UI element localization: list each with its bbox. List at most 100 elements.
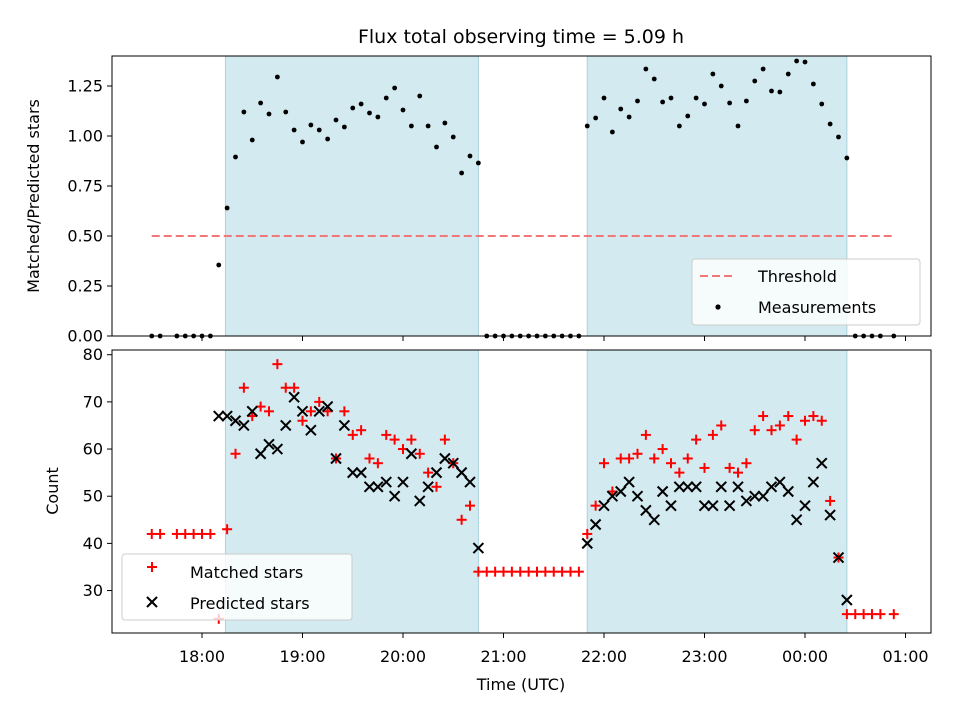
predicted-marker-b: [707, 499, 719, 512]
matched-star-point: [155, 528, 166, 539]
matched-star-point: [364, 453, 375, 464]
predicted-star-point: [774, 476, 786, 488]
measurement-point: [233, 154, 238, 160]
predicted-marker-b: [397, 476, 409, 488]
measurement-point: [844, 155, 850, 161]
predicted-marker-b: [723, 499, 736, 512]
legend-threshold-label: Threshold: [757, 267, 837, 286]
matched-star-point: [766, 425, 777, 436]
matched-star-point: [548, 566, 559, 577]
measurement-point: [710, 71, 716, 77]
predicted-marker-b: [221, 410, 233, 422]
predicted-marker-b: [347, 466, 359, 479]
matched-star-point: [481, 566, 492, 577]
measurement-point: [400, 107, 406, 113]
predicted-marker-b: [832, 551, 845, 564]
matched-star-point: [783, 411, 794, 422]
predicted-star-point: [238, 419, 250, 432]
top-x-axis-ticks: [201, 336, 906, 341]
matched-star-point: [749, 425, 760, 436]
measurement-point: [810, 81, 816, 87]
predicted-star-point: [640, 504, 652, 517]
predicted-star-point: [682, 481, 694, 493]
matched-star-point: [666, 458, 676, 469]
predicted-marker-b: [698, 499, 711, 512]
predicted-marker-b: [229, 415, 242, 427]
predicted-marker-b: [765, 481, 778, 493]
predicted-star-point: [380, 476, 392, 488]
measurement-point: [475, 160, 481, 166]
matched-star-point: [682, 453, 693, 464]
measurement-point: [693, 95, 699, 101]
measurement-point: [777, 89, 783, 95]
bottom-legend: Matched stars Predicted stars: [121, 553, 353, 621]
matched-stars-points: [146, 359, 899, 624]
predicted-star-point: [439, 452, 451, 465]
matched-star-point: [640, 429, 651, 440]
measurement-point: [836, 134, 841, 140]
predicted-star-point: [824, 509, 836, 521]
predicted-marker-b: [405, 448, 418, 460]
predicted-marker-b: [690, 481, 702, 493]
legend-predicted-label: Predicted stars: [190, 594, 310, 613]
matched-star-point: [858, 609, 869, 620]
matched-star-point: [205, 528, 216, 539]
shaded-interval-0: [224, 55, 479, 337]
predicted-marker-b: [263, 438, 275, 451]
matched-star-point: [523, 566, 534, 577]
measurement-point: [601, 95, 607, 101]
matched-star-point: [557, 566, 568, 577]
predicted-marker-b: [740, 495, 753, 507]
predicted-marker-b: [271, 443, 284, 455]
predicted-marker-b: [363, 481, 376, 493]
top-y-axis-ticks: 0.00 0.25 0.50 0.75 1.00 1.25: [67, 77, 112, 346]
top-y-tick-label: 1.00: [67, 127, 103, 146]
predicted-star-point: [254, 448, 267, 460]
predicted-star-point: [430, 466, 443, 479]
predicted-star-point: [698, 499, 711, 512]
measurement-point: [685, 113, 691, 119]
x-tick-label: 20:00: [380, 647, 426, 666]
matched-star-point: [867, 609, 877, 620]
predicted-star-point: [388, 490, 401, 502]
predicted-marker-b: [673, 481, 686, 493]
measurement-point: [668, 95, 674, 101]
matched-star-point: [506, 566, 517, 577]
measurement-point: [241, 109, 247, 115]
bottom-y-tick-label: 30: [83, 581, 103, 600]
predicted-star-point: [296, 405, 309, 418]
measurement-point: [224, 205, 230, 211]
x-tick-label: 23:00: [681, 647, 727, 666]
matched-star-point: [465, 500, 475, 511]
matched-star-point: [573, 566, 584, 577]
predicted-marker-b: [422, 481, 434, 493]
predicted-star-point: [790, 514, 803, 526]
matched-star-point: [774, 420, 785, 431]
measurement-point: [375, 114, 381, 120]
x-tick-label: 01:00: [882, 647, 928, 666]
measurement-point: [643, 66, 649, 72]
predicted-star-point: [405, 448, 418, 460]
predicted-star-point: [648, 514, 660, 526]
predicted-marker-b: [238, 419, 250, 432]
predicted-star-point: [355, 466, 367, 479]
matched-star-point: [565, 566, 576, 577]
matched-star-point: [800, 415, 810, 426]
predicted-star-point: [280, 419, 292, 432]
bottom-y-tick-label: 40: [83, 534, 103, 553]
predicted-star-point: [606, 490, 619, 502]
top-y-tick-label: 0.50: [67, 227, 103, 246]
predicted-marker-b: [472, 542, 485, 554]
x-axis-label: Time (UTC): [476, 675, 565, 694]
top-legend-box: [691, 258, 921, 326]
matched-star-point: [791, 434, 802, 445]
matched-star-point: [707, 429, 718, 440]
matched-star-point: [733, 467, 743, 478]
measurement-point: [258, 100, 264, 106]
predicted-star-point: [321, 400, 334, 413]
legend-measurements-swatch: [715, 304, 721, 310]
bottom-x-axis-ticks: 18:00 19:00 20:00 21:00 22:00 23:00 00:00 01:00: [179, 633, 929, 666]
predicted-star-point: [757, 490, 769, 502]
predicted-marker-b: [732, 481, 744, 493]
predicted-star-point: [615, 485, 627, 498]
